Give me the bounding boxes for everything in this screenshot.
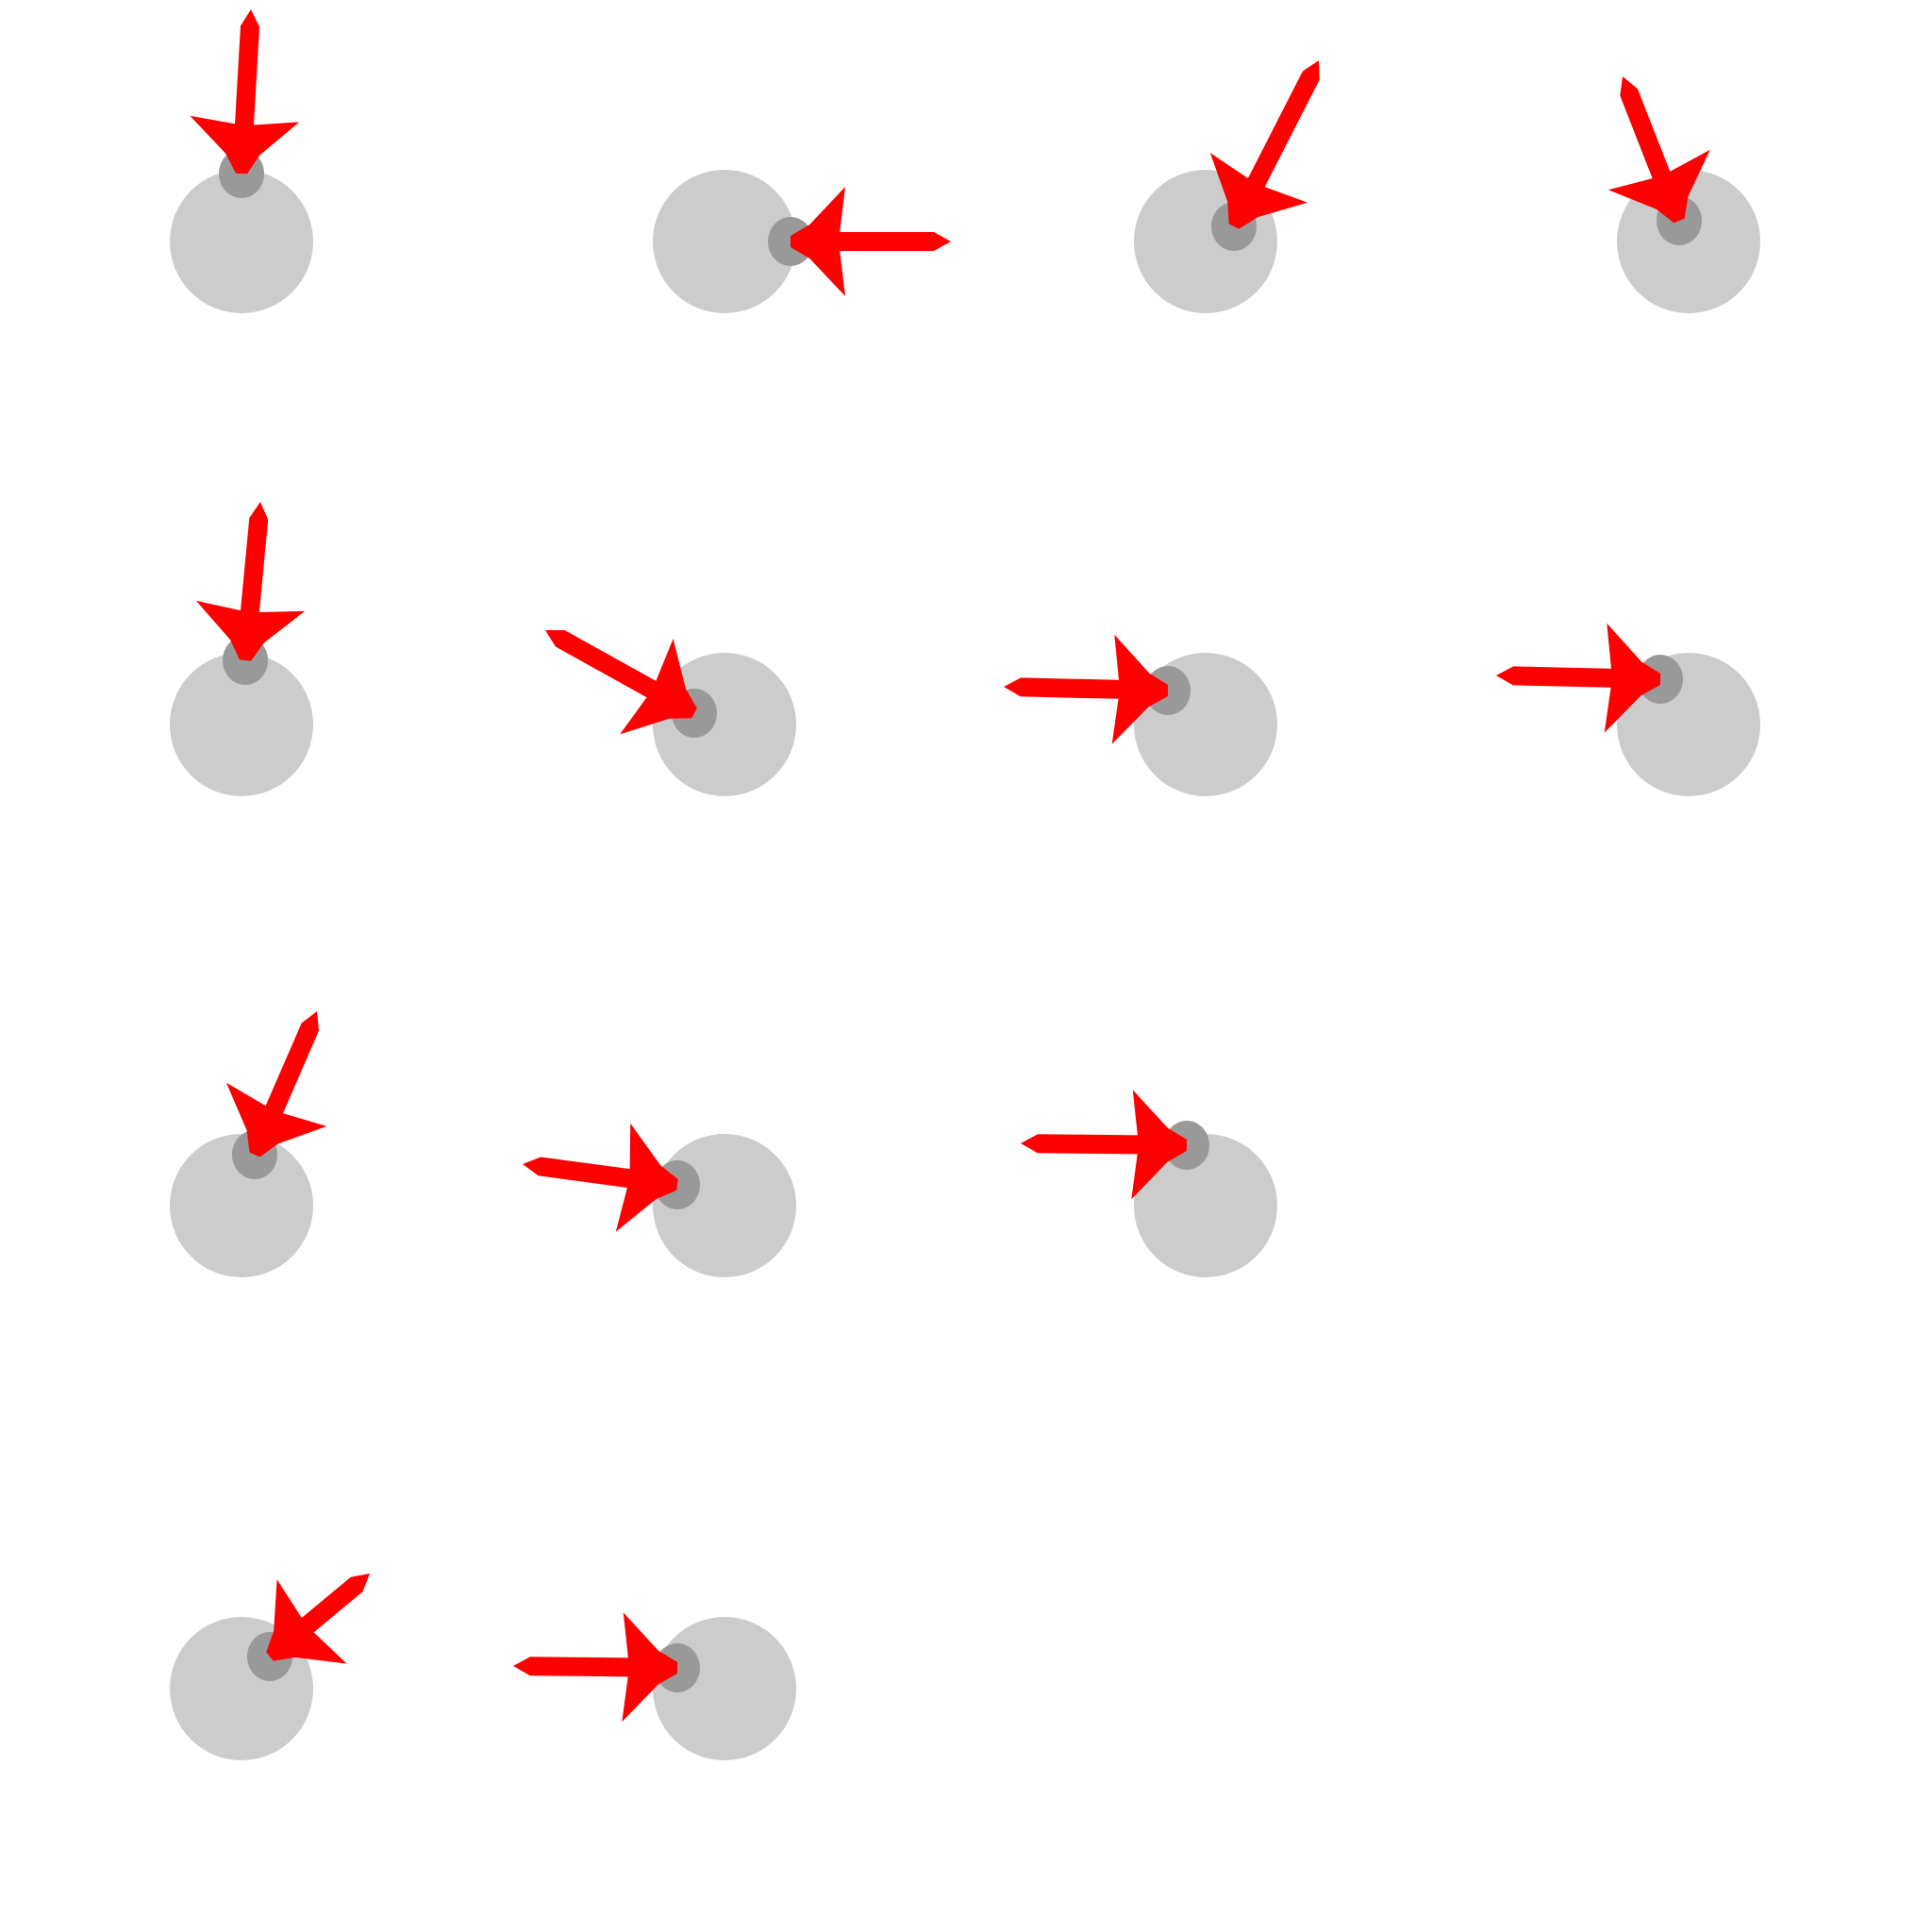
grid-item-r1-c2 <box>653 170 951 313</box>
grid-item-r3-c1 <box>170 1011 327 1277</box>
circle-icon <box>170 1134 313 1277</box>
grid-item-r2-c2 <box>545 630 796 796</box>
arrow-icon-down-right <box>1607 76 1710 224</box>
items-layer <box>170 9 1760 1760</box>
grid-item-r3-c2 <box>523 1123 796 1277</box>
grid-item-r1-c4 <box>1607 76 1760 313</box>
circle-icon <box>653 653 796 796</box>
grid-item-r1-c1 <box>170 9 313 313</box>
circle-icon <box>653 170 796 313</box>
grid-item-r4-c2 <box>513 1612 796 1760</box>
arrow-icon-right <box>1021 1090 1188 1200</box>
arrow-icon-right <box>1496 623 1661 733</box>
arrow-icon-left <box>791 187 951 296</box>
arrow-icon-down-right <box>545 630 697 735</box>
grid-item-r2-c4 <box>1496 623 1760 796</box>
circle-icon <box>1134 1134 1277 1277</box>
grid-item-r2-c1 <box>170 502 313 796</box>
arrow-icon-down-left <box>266 1574 370 1664</box>
arrow-icon-down-left <box>1209 60 1320 229</box>
arrow-icon-down <box>195 502 306 661</box>
circle-icon <box>170 653 313 796</box>
arrow-icon-down-left <box>225 1011 327 1158</box>
arrow-icon-down <box>190 9 300 175</box>
grid-item-r2-c3 <box>1004 634 1277 796</box>
arrow-icon-right <box>1004 634 1169 744</box>
grid-item-r1-c3 <box>1134 60 1320 313</box>
arrow-icon-right <box>523 1123 678 1232</box>
circle-icon <box>170 170 313 313</box>
grid-item-r3-c3 <box>1021 1090 1277 1277</box>
grid-item-r4-c1 <box>170 1574 370 1760</box>
arrow-icon-right <box>513 1612 678 1723</box>
